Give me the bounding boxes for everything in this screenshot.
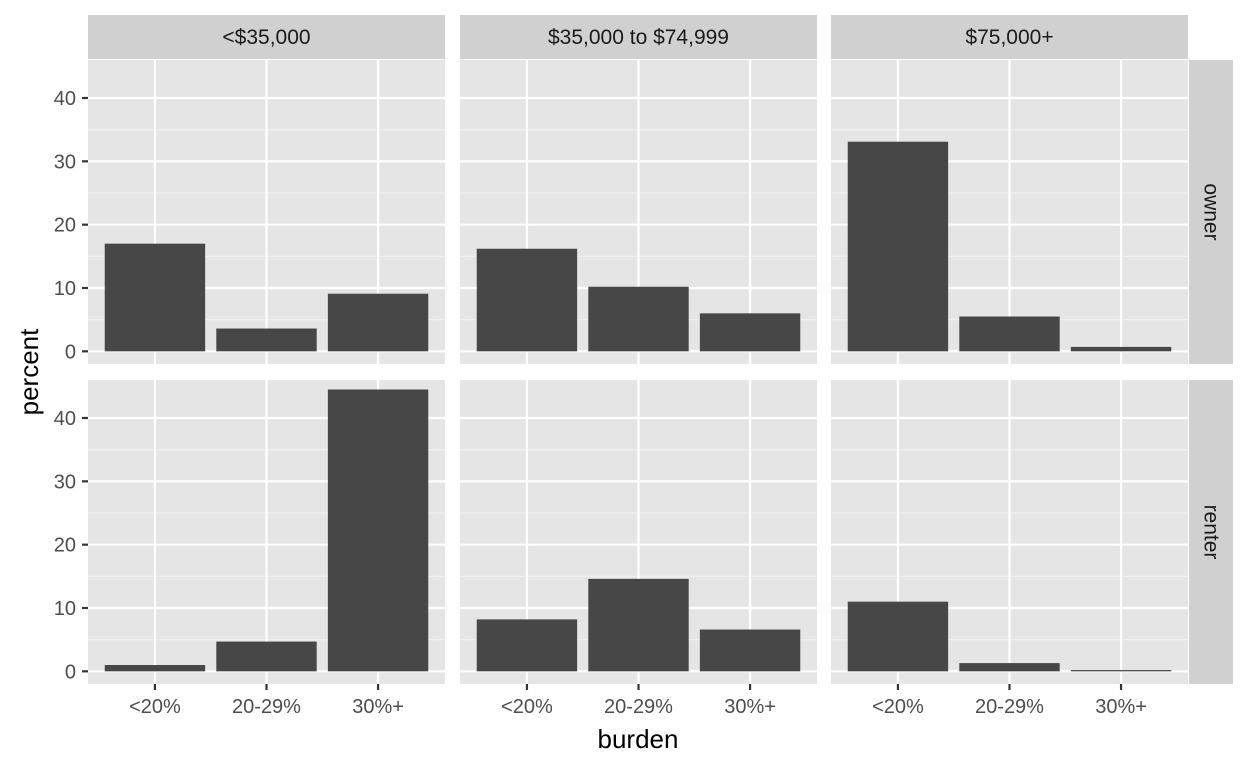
y-tick-label: 30: [54, 151, 76, 173]
y-tick-label: 10: [54, 598, 76, 620]
bar-20: [104, 243, 206, 352]
y-tick-label: 0: [65, 661, 76, 683]
y-tick-label: 30: [54, 471, 76, 493]
facet-strip-owner: owner: [1189, 60, 1233, 364]
y-axis-renter: 0 10 20 30 40: [54, 408, 88, 683]
strip-label: $35,000 to $74,999: [548, 26, 729, 49]
strip-background: [1189, 60, 1233, 364]
bar-20: [847, 601, 949, 672]
y-tick-label: 40: [54, 408, 76, 430]
y-tick-label: 40: [54, 88, 76, 110]
x-axis-35-000: <20% 20-29% 30%+: [129, 684, 404, 718]
strip-background: [1189, 380, 1233, 684]
x-axis-35-000-to-74-999: <20% 20-29% 30%+: [501, 684, 776, 718]
y-tick-label: 0: [65, 341, 76, 363]
bar-30: [699, 629, 801, 672]
bar-20-29: [959, 316, 1060, 352]
y-tick-label: 20: [54, 535, 76, 557]
bar-20-29: [216, 641, 317, 672]
bar-20: [104, 665, 206, 672]
strip-background: [88, 15, 445, 59]
panel-renter-75-000: [831, 380, 1188, 684]
x-tick-label: 30%+: [352, 696, 404, 718]
panel-owner-35-000-to-74-999: [460, 60, 817, 364]
bar-20: [847, 141, 949, 352]
bar-20-29: [588, 286, 689, 352]
bar-20: [476, 619, 578, 672]
y-tick-label: 20: [54, 215, 76, 237]
panel-owner-35-000: [88, 60, 445, 364]
facet-strip-35-000: <$35,000: [88, 15, 445, 59]
y-axis-owner: 0 10 20 30 40: [54, 88, 88, 363]
panel-renter-35-000-to-74-999: [460, 380, 817, 684]
strip-background: [460, 15, 817, 59]
strip-background: [831, 15, 1188, 59]
bar-20-29: [588, 578, 689, 672]
y-axis-title: percent: [14, 328, 44, 415]
x-tick-label: 30%+: [724, 696, 776, 718]
x-tick-label: 20-29%: [975, 696, 1044, 718]
y-tick-label: 10: [54, 278, 76, 300]
strip-label: renter: [1200, 505, 1223, 560]
bar-30: [327, 389, 429, 672]
facet-strip-75-000: $75,000+: [831, 15, 1188, 59]
strip-label: <$35,000: [222, 26, 310, 49]
x-tick-label: <20%: [501, 696, 553, 718]
bar-20: [476, 248, 578, 352]
bar-20-29: [216, 328, 317, 352]
facet-strip-renter: renter: [1189, 380, 1233, 684]
facet-strip-35-000-to-74-999: $35,000 to $74,999: [460, 15, 817, 59]
bar-30: [327, 293, 429, 352]
x-axis-75-000: <20% 20-29% 30%+: [872, 684, 1147, 718]
x-axis-title: burden: [598, 724, 679, 754]
bar-30: [699, 313, 801, 352]
x-tick-label: <20%: [872, 696, 924, 718]
bar-30: [1070, 670, 1172, 672]
bar-20-29: [959, 663, 1060, 672]
x-tick-label: 20-29%: [232, 696, 301, 718]
strip-label: owner: [1200, 183, 1223, 240]
x-tick-label: 20-29%: [604, 696, 673, 718]
x-tick-label: 30%+: [1095, 696, 1147, 718]
bar-30: [1070, 346, 1172, 352]
x-tick-label: <20%: [129, 696, 181, 718]
panel-owner-75-000: [831, 60, 1188, 364]
panel-renter-35-000: [88, 380, 445, 684]
strip-label: $75,000+: [965, 26, 1053, 49]
